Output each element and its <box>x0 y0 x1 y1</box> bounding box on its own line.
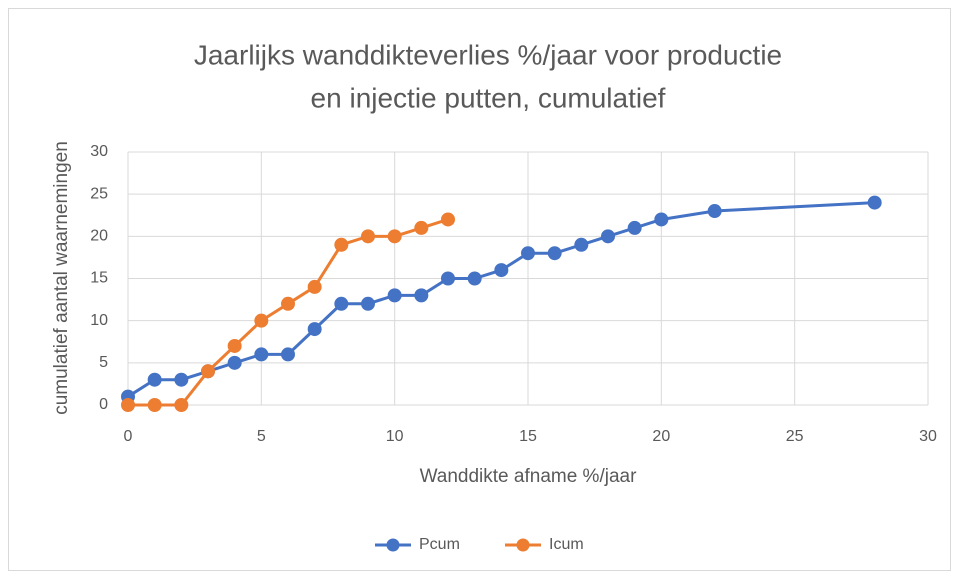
data-point <box>441 212 455 227</box>
y-tick-label: 30 <box>90 143 108 160</box>
data-point <box>227 338 242 353</box>
x-tick-label: 10 <box>386 428 404 445</box>
data-point <box>147 372 162 387</box>
data-point <box>307 322 322 337</box>
data-point <box>521 246 535 261</box>
data-point <box>707 204 722 219</box>
x-tick-label: 15 <box>519 428 537 445</box>
data-point <box>281 347 295 362</box>
x-tick-label: 5 <box>257 428 266 445</box>
y-tick-label: 5 <box>99 354 108 371</box>
data-point <box>147 398 162 412</box>
y-tick-label: 15 <box>90 270 108 287</box>
x-tick-label: 30 <box>919 428 937 445</box>
y-axis-label: cumulatief aantal waarnemingen <box>51 141 72 415</box>
data-point <box>627 220 642 235</box>
data-point <box>227 355 242 370</box>
legend-marker <box>516 538 530 552</box>
chart-title: en injectie putten, cumulatief <box>311 82 666 113</box>
x-tick-label: 20 <box>652 428 670 445</box>
x-axis-label: Wanddikte afname %/jaar <box>420 466 638 487</box>
data-point <box>387 229 402 244</box>
data-point <box>494 263 509 278</box>
x-tick-label: 25 <box>786 428 804 445</box>
chart-title: Jaarlijks wanddikteverlies %/jaar voor p… <box>194 39 782 70</box>
data-point <box>414 220 429 235</box>
data-point <box>174 398 189 412</box>
data-point <box>361 229 375 244</box>
data-point <box>867 195 882 210</box>
data-point <box>334 237 349 252</box>
data-point <box>547 246 562 261</box>
data-point <box>467 271 482 286</box>
data-point <box>441 271 455 286</box>
y-tick-label: 20 <box>90 228 108 245</box>
data-point <box>254 347 269 362</box>
data-point <box>601 229 615 244</box>
data-point <box>281 296 295 311</box>
data-point <box>201 364 215 379</box>
data-point <box>654 212 669 227</box>
data-point <box>387 288 402 303</box>
data-point <box>121 398 135 412</box>
x-tick-label: 0 <box>124 428 133 445</box>
data-point <box>334 296 349 311</box>
y-tick-label: 25 <box>90 185 108 202</box>
legend-marker <box>386 538 400 552</box>
y-tick-label: 0 <box>99 396 108 413</box>
legend-label: Pcum <box>419 536 460 553</box>
data-point <box>254 313 269 328</box>
data-point <box>174 372 189 387</box>
y-tick-label: 10 <box>90 312 108 329</box>
chart-border <box>8 8 951 571</box>
data-point <box>414 288 429 303</box>
data-point <box>574 237 589 252</box>
data-point <box>307 279 322 294</box>
data-point <box>361 296 375 311</box>
legend-label: Icum <box>549 536 584 553</box>
